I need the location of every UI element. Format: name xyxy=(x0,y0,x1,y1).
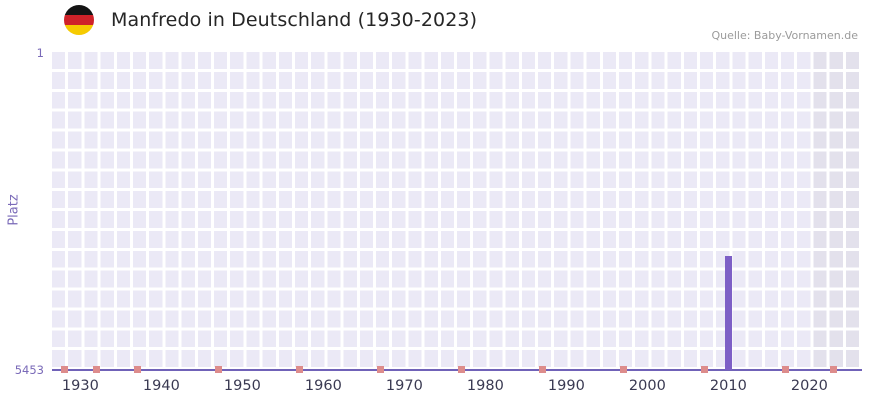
chart-title: Manfredo in Deutschland (1930-2023) xyxy=(111,9,478,31)
unranked-year-marker-1977 xyxy=(457,366,465,373)
x-tick-label: 2010 xyxy=(709,378,747,394)
unranked-year-marker-1928 xyxy=(60,366,68,373)
unranked-year-marker-2017 xyxy=(781,366,789,373)
flag-stripe-gold xyxy=(64,25,94,35)
y-axis-title: Platz xyxy=(6,194,22,226)
unranked-year-marker-1937 xyxy=(133,366,141,373)
x-tick-label: 1980 xyxy=(466,378,504,394)
x-tick-label: 2020 xyxy=(790,378,828,394)
grid-lines xyxy=(52,52,862,370)
unranked-year-marker-2023 xyxy=(830,366,838,373)
x-tick-label: 1940 xyxy=(142,378,180,394)
y-tick-label-bottom: 5453 xyxy=(14,363,44,377)
flag-stripe-black xyxy=(64,5,94,15)
flag-stripe-red xyxy=(64,15,94,25)
unranked-year-marker-1967 xyxy=(376,366,384,373)
plot-area xyxy=(52,52,862,373)
unranked-year-marker-1947 xyxy=(214,366,222,373)
y-tick-label-top: 1 xyxy=(36,46,44,60)
rank-bar-2010 xyxy=(724,256,732,370)
x-tick-label: 1930 xyxy=(61,378,99,394)
unranked-year-marker-1997 xyxy=(619,366,627,373)
unranked-year-marker-2007 xyxy=(700,366,708,373)
x-axis-line xyxy=(52,369,862,371)
x-axis-tick-labels: 1930 1940 1950 1960 1970 1980 1990 2000 2010 2020 xyxy=(52,378,862,398)
unranked-year-marker-1987 xyxy=(538,366,546,373)
unranked-year-marker-1957 xyxy=(295,366,303,373)
x-tick-label: 1990 xyxy=(547,378,585,394)
x-tick-label: 1960 xyxy=(304,378,342,394)
chart-header: Manfredo in Deutschland (1930-2023) xyxy=(64,5,477,35)
x-tick-label: 1950 xyxy=(223,378,261,394)
unranked-year-marker-1932 xyxy=(93,366,101,373)
german-flag-icon xyxy=(64,5,94,35)
x-tick-label: 2000 xyxy=(628,378,666,394)
source-attribution: Quelle: Baby-Vornamen.de xyxy=(711,29,858,42)
x-tick-label: 1970 xyxy=(385,378,423,394)
